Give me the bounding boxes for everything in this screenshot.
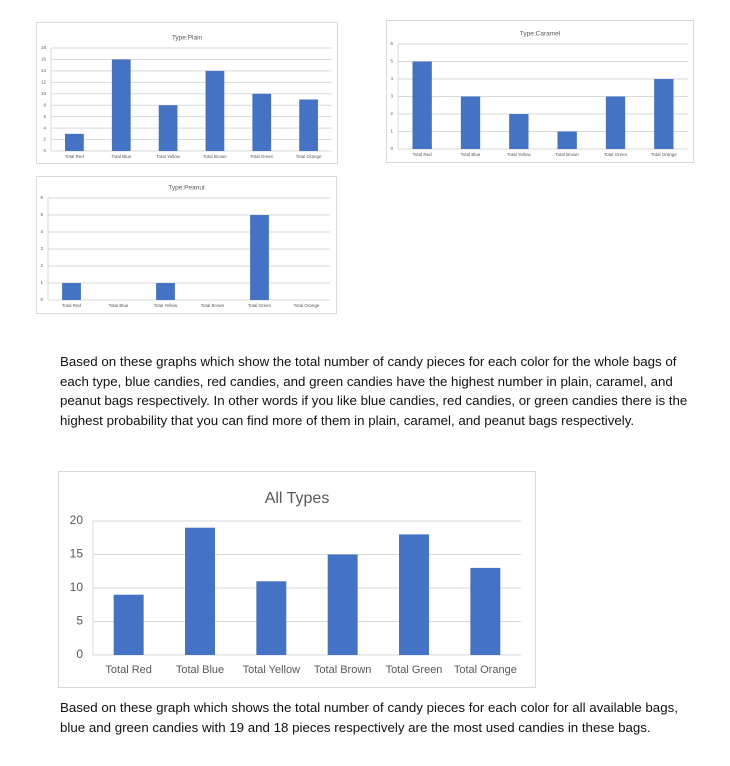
- bar-total-red: [62, 283, 81, 300]
- bar-total-orange: [299, 99, 318, 151]
- x-tick-label: Total Red: [65, 154, 85, 159]
- x-tick-label: Total Orange: [296, 154, 322, 159]
- y-tick-label: 0: [40, 297, 43, 302]
- y-tick-label: 10: [70, 580, 84, 594]
- y-tick-label: 3: [390, 94, 393, 99]
- bar-total-red: [113, 594, 144, 655]
- x-tick-label: Total Brown: [314, 664, 371, 676]
- bar-total-green: [250, 215, 269, 300]
- x-tick-label: Total Orange: [294, 303, 320, 308]
- chart-all-types: All Types 0 5 10 15 20 Total Red Total Blue Tota…: [58, 471, 536, 688]
- bar-total-red: [412, 61, 432, 149]
- chart-plain: Type:Plain 0 2 4 6 8 10 12 14 16 18 Total Red Total …: [36, 22, 338, 164]
- x-tick-label: Total Green: [250, 154, 274, 159]
- bar-total-yellow: [256, 581, 287, 655]
- x-tick-label: Total Red: [413, 152, 433, 157]
- y-tick-label: 3: [40, 246, 43, 251]
- x-tick-label: Total Blue: [111, 154, 131, 159]
- bar-total-green: [399, 534, 429, 655]
- chart-title: All Types: [265, 490, 330, 507]
- y-tick-label: 4: [43, 125, 46, 130]
- bar-total-orange: [654, 79, 674, 149]
- y-tick-label: 2: [43, 137, 46, 142]
- chart-svg: Type:Plain 0 2 4 6 8 10 12 14 16 18 Total Red Total …: [41, 35, 332, 159]
- x-tick-label: Total Red: [105, 664, 151, 676]
- chart-title: Type:Caramel: [520, 31, 561, 38]
- y-tick-label: 18: [41, 45, 47, 50]
- x-tick-label: Total Green: [386, 664, 443, 676]
- bar-total-brown: [327, 554, 358, 655]
- x-tick-label: Total Orange: [454, 664, 517, 676]
- chart-title: Type:Peanut: [168, 185, 205, 192]
- x-tick-label: Total Orange: [651, 152, 677, 157]
- x-tick-label: Total Blue: [109, 303, 129, 308]
- y-tick-label: 15: [70, 547, 84, 561]
- analysis-paragraph-all: Based on these graph which shows the tot…: [60, 700, 678, 735]
- y-tick-label: 1: [40, 280, 43, 285]
- y-tick-label: 5: [76, 614, 83, 628]
- y-tick-label: 12: [41, 80, 47, 85]
- bar-total-green: [252, 93, 272, 151]
- chart-svg: All Types 0 5 10 15 20 Total Red Total Blue Tota…: [70, 490, 521, 676]
- bar-total-yellow: [156, 283, 175, 300]
- y-tick-label: 14: [41, 68, 47, 73]
- y-tick-label: 6: [40, 195, 43, 200]
- bar-total-blue: [185, 527, 215, 655]
- bar-total-red: [65, 133, 84, 151]
- bar-total-brown: [557, 131, 577, 149]
- bar-total-yellow: [158, 105, 178, 151]
- y-tick-label: 5: [40, 212, 43, 217]
- bar-total-yellow: [509, 114, 529, 149]
- y-tick-label: 16: [41, 57, 47, 62]
- x-tick-label: Total Brown: [201, 303, 225, 308]
- y-tick-label: 5: [390, 59, 393, 64]
- y-tick-label: 0: [390, 146, 393, 151]
- x-tick-label: Total Green: [604, 152, 628, 157]
- chart-caramel: Type:Caramel 0 1 2 3 4 5 6 Total Red Total Blue To…: [386, 20, 694, 163]
- chart-peanut: Type:Peanut 0 1 2 3 4 5 6 Total Red Total Blue Tot…: [36, 176, 337, 314]
- y-tick-label: 4: [390, 76, 393, 81]
- y-tick-label: 0: [76, 647, 83, 661]
- y-tick-label: 1: [390, 129, 393, 134]
- x-tick-label: Total Yellow: [507, 152, 531, 157]
- y-tick-label: 4: [40, 229, 43, 234]
- y-tick-label: 10: [41, 91, 47, 96]
- bar-total-blue: [111, 59, 131, 151]
- x-tick-label: Total Yellow: [156, 154, 180, 159]
- chart-title: Type:Plain: [172, 35, 203, 42]
- y-tick-label: 2: [390, 111, 393, 116]
- x-tick-label: Total Brown: [555, 152, 579, 157]
- bar-total-orange: [470, 567, 501, 655]
- bar-total-blue: [460, 96, 481, 149]
- x-tick-label: Total Brown: [203, 154, 227, 159]
- y-tick-label: 6: [43, 114, 46, 119]
- x-tick-label: Total Green: [248, 303, 272, 308]
- bar-total-brown: [205, 70, 225, 151]
- x-tick-label: Total Blue: [461, 152, 481, 157]
- y-tick-label: 0: [43, 148, 46, 153]
- chart-svg: Type:Caramel 0 1 2 3 4 5 6 Total Red Total Blue To…: [390, 31, 688, 157]
- x-tick-label: Total Yellow: [243, 664, 301, 676]
- y-tick-label: 2: [40, 263, 43, 268]
- x-tick-label: Total Red: [62, 303, 82, 308]
- y-tick-label: 8: [43, 102, 46, 107]
- y-tick-label: 20: [70, 513, 84, 527]
- bar-total-green: [605, 96, 626, 149]
- analysis-paragraph-types: Based on these graphs which show the tot…: [60, 354, 688, 428]
- chart-svg: Type:Peanut 0 1 2 3 4 5 6 Total Red Total Blue Tot…: [40, 185, 330, 308]
- x-tick-label: Total Yellow: [154, 303, 178, 308]
- x-tick-label: Total Blue: [176, 664, 224, 676]
- y-tick-label: 6: [390, 41, 393, 46]
